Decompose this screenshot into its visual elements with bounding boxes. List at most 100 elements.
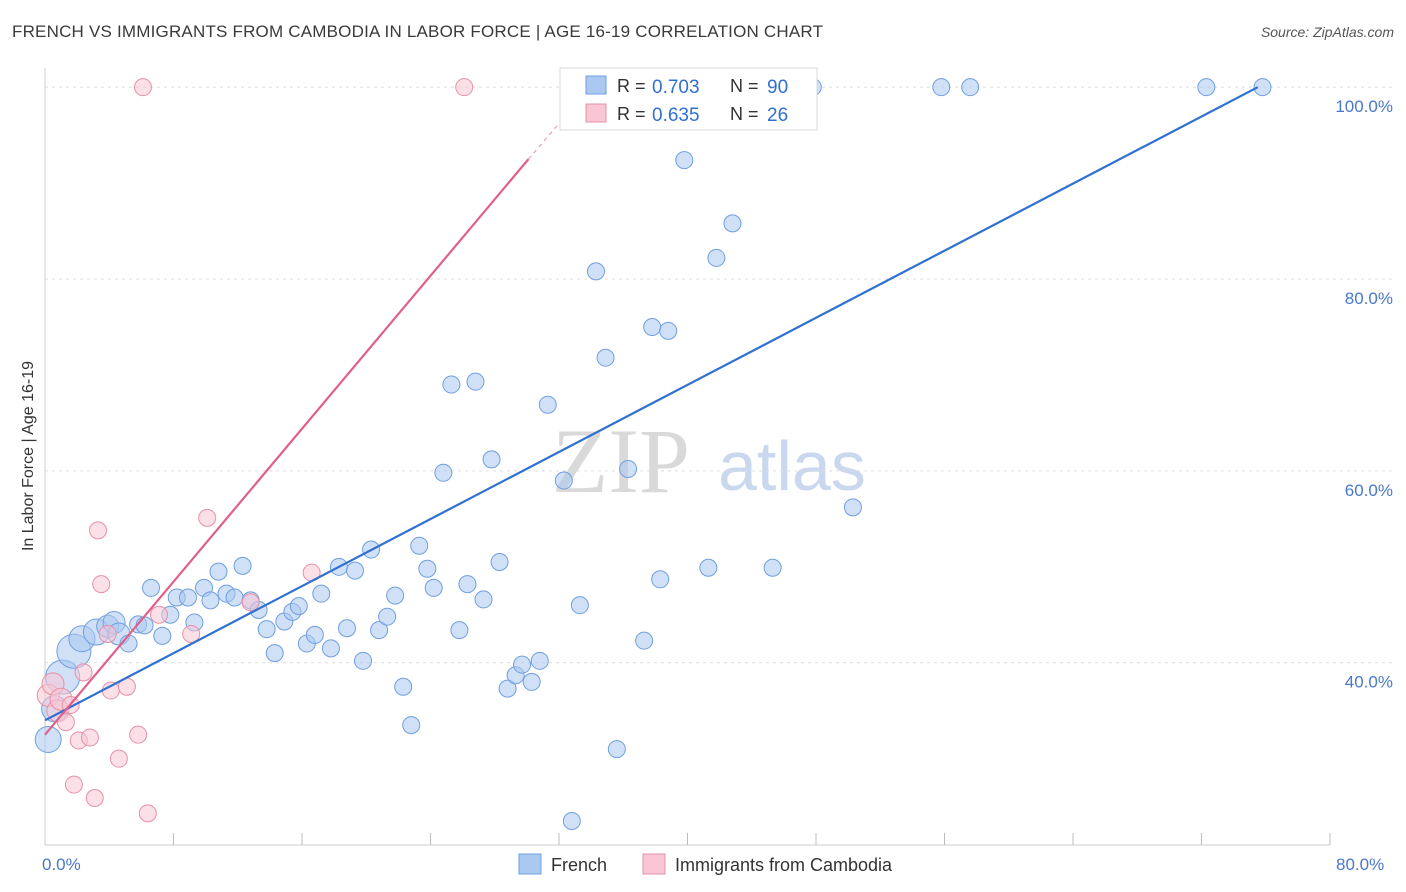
bottom-legend-label-cambodia: Immigrants from Cambodia [675, 855, 893, 875]
french-point [337, 619, 356, 638]
french-point [651, 570, 670, 589]
french-point [402, 716, 421, 735]
french-point [257, 620, 276, 639]
french-point [142, 578, 161, 597]
bottom-legend-label-french: French [551, 855, 607, 875]
trend-line-french [44, 86, 1259, 722]
cambodia-point [101, 681, 120, 700]
source-label: Source: ZipAtlas.com [1260, 24, 1394, 40]
french-point [723, 214, 742, 233]
cambodia-point [80, 728, 99, 747]
french-point [424, 578, 443, 597]
french-point [513, 655, 532, 674]
french-point [607, 740, 626, 759]
cambodia-point [64, 775, 83, 794]
french-point [643, 318, 662, 336]
french-point [530, 651, 549, 670]
legend-n-value-cambodia: 26 [767, 105, 788, 126]
cambodia-point [56, 713, 75, 732]
cambodia-point [133, 78, 152, 97]
french-point [321, 639, 340, 658]
french-point [586, 262, 605, 281]
legend-swatch-cambodia [585, 103, 607, 123]
french-point [450, 621, 469, 640]
legend-n-value-french: 90 [767, 77, 788, 98]
french-point [394, 677, 413, 696]
french-point [522, 672, 541, 691]
french-point [178, 588, 197, 607]
y-tick-label: 100.0% [1335, 97, 1393, 116]
french-point [346, 561, 365, 580]
x-tick-label-min: 0.0% [42, 855, 81, 874]
legend-n-label-cambodia: N = [730, 104, 759, 124]
french-point [418, 559, 437, 578]
french-point [135, 616, 154, 635]
french-point [442, 375, 461, 394]
gridlines [45, 86, 1392, 664]
cambodia-point [129, 725, 148, 744]
french-point [153, 626, 172, 645]
french-point [34, 725, 62, 753]
x-ticks [173, 833, 1331, 845]
watermark-zip: ZIP [552, 410, 690, 512]
french-point [354, 651, 373, 670]
french-point [635, 631, 654, 650]
french-point [659, 321, 678, 340]
french-point [1197, 78, 1216, 97]
cambodia-point [89, 521, 108, 540]
french-point [707, 248, 726, 267]
french-point [554, 471, 573, 490]
french-point [458, 575, 477, 594]
series-legend: French Immigrants from Cambodia [518, 853, 893, 875]
french-point [386, 586, 405, 605]
french-point [498, 679, 517, 698]
french-point [482, 450, 501, 469]
bottom-legend-swatch-cambodia [642, 853, 666, 875]
cambodia-point [85, 788, 104, 807]
french-point [596, 348, 615, 367]
cambodia-point [241, 593, 260, 612]
chart-title: FRENCH VS IMMIGRANTS FROM CAMBODIA IN LA… [12, 22, 824, 41]
french-point [763, 558, 782, 577]
french-point [961, 78, 980, 97]
cambodia-point [138, 804, 157, 823]
cambodia-point [109, 749, 128, 768]
cambodia-point [98, 624, 117, 643]
french-point [265, 644, 284, 663]
french-point [370, 621, 389, 640]
french-point [619, 459, 638, 478]
y-tick-labels: 40.0% 60.0% 80.0% 100.0% [1335, 97, 1393, 692]
cambodia-point [92, 575, 111, 594]
legend-r-value-french: 0.703 [652, 77, 700, 98]
french-point [233, 556, 252, 575]
french-point [474, 590, 493, 609]
trend-line-cambodia [44, 158, 530, 736]
french-point [562, 812, 581, 831]
french-point [410, 536, 429, 555]
french-point [843, 498, 862, 517]
cambodia-point [182, 624, 201, 643]
legend-r-label-cambodia: R = [617, 104, 646, 124]
y-axis-label: In Labor Force | Age 16-19 [20, 361, 37, 551]
correlation-legend: R = 0.703 N = 90 R = 0.635 N = 26 [559, 67, 818, 131]
legend-r-label-french: R = [617, 76, 646, 96]
french-point [434, 463, 453, 482]
french-point [538, 395, 557, 414]
cambodia-point [150, 605, 169, 624]
french-point [225, 588, 244, 607]
french-point [201, 591, 220, 610]
french-point [699, 558, 718, 577]
french-point [570, 596, 589, 615]
y-tick-label: 40.0% [1345, 673, 1393, 692]
french-point [378, 607, 397, 626]
french-point [466, 372, 485, 391]
legend-swatch-french [585, 75, 607, 95]
french-point [490, 553, 509, 572]
watermark-atlas: atlas [718, 427, 866, 505]
series-cambodia-points [36, 78, 474, 823]
cambodia-point [74, 663, 93, 682]
french-point [932, 78, 951, 97]
cambodia-point [455, 78, 474, 97]
legend-n-label-french: N = [730, 76, 759, 96]
cambodia-point [198, 508, 217, 527]
